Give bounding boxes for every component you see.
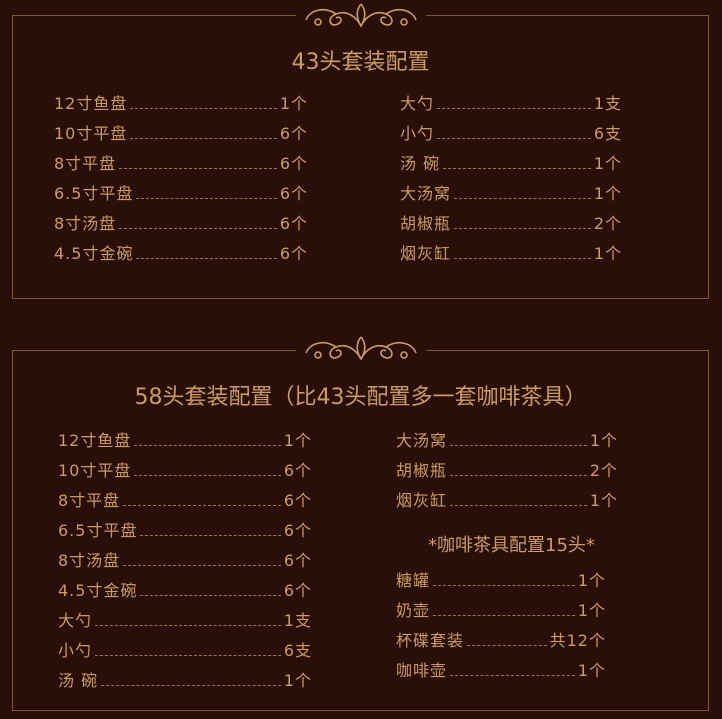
item-value: 6个 bbox=[279, 124, 308, 143]
list-item: 烟灰缸 1个 bbox=[400, 239, 622, 269]
item-value: 6支 bbox=[593, 124, 622, 143]
item-label: 8寸汤盘 bbox=[54, 214, 117, 233]
item-label: 汤 碗 bbox=[400, 154, 441, 173]
item-label: 10寸平盘 bbox=[58, 461, 132, 480]
list-item: 汤 碗 1个 bbox=[58, 666, 312, 696]
item-label: 10寸平盘 bbox=[54, 124, 128, 143]
item-label: 大汤窝 bbox=[396, 431, 448, 450]
item-value: 2个 bbox=[593, 214, 622, 233]
set-58-panel: 58头套装配置（比43头配置多一套咖啡茶具） 12寸鱼盘 1个 10寸平盘 6个 8… bbox=[12, 329, 709, 711]
list-item: 4.5寸金碗 6个 bbox=[54, 239, 308, 269]
item-value: 6个 bbox=[283, 521, 312, 540]
item-label: 4.5寸金碗 bbox=[58, 581, 138, 600]
scroll-flourish-icon bbox=[295, 329, 426, 365]
item-label: 烟灰缸 bbox=[400, 244, 452, 263]
item-value: 1个 bbox=[593, 154, 622, 173]
item-value: 1个 bbox=[589, 491, 618, 510]
list-item: 糖罐 1个 bbox=[396, 566, 606, 596]
coffee-set-title: *咖啡茶具配置15头* bbox=[428, 535, 595, 556]
list-item: 奶壶 1个 bbox=[396, 596, 606, 626]
scroll-flourish-icon bbox=[295, 0, 426, 32]
item-value: 1支 bbox=[283, 611, 312, 630]
list-item: 8寸汤盘 6个 bbox=[54, 209, 308, 239]
list-item: 10寸平盘 6个 bbox=[54, 119, 308, 149]
item-label: 烟灰缸 bbox=[396, 491, 448, 510]
list-item: 胡椒瓶 2个 bbox=[400, 209, 622, 239]
list-item: 小勺 6支 bbox=[400, 119, 622, 149]
list-item: 12寸鱼盘 1个 bbox=[58, 426, 312, 456]
item-value: 6个 bbox=[279, 184, 308, 203]
item-value: 1个 bbox=[593, 184, 622, 203]
set-58-left-list: 12寸鱼盘 1个 10寸平盘 6个 8寸平盘 6个 6.5寸平盘 6个 8寸汤盘 6个 4… bbox=[58, 426, 312, 696]
list-item: 4.5寸金碗 6个 bbox=[58, 576, 312, 606]
item-label: 12寸鱼盘 bbox=[54, 94, 128, 113]
list-item: 大汤窝 1个 bbox=[396, 426, 618, 456]
item-label: 奶壶 bbox=[396, 601, 431, 620]
set-43-title: 43头套装配置 bbox=[291, 50, 430, 75]
list-item: 小勺 6支 bbox=[58, 636, 312, 666]
item-value: 1个 bbox=[279, 94, 308, 113]
list-item: 8寸平盘 6个 bbox=[58, 486, 312, 516]
list-item: 杯碟套装 共12个 bbox=[396, 626, 606, 656]
item-label: 小勺 bbox=[400, 124, 435, 143]
list-item: 大勺 1支 bbox=[58, 606, 312, 636]
item-label: 8寸平盘 bbox=[54, 154, 117, 173]
item-value: 6支 bbox=[283, 641, 312, 660]
list-item: 烟灰缸 1个 bbox=[396, 486, 618, 516]
list-item: 咖啡壶 1个 bbox=[396, 656, 606, 686]
list-item: 12寸鱼盘 1个 bbox=[54, 89, 308, 119]
list-item: 8寸平盘 6个 bbox=[54, 149, 308, 179]
item-value: 共12个 bbox=[549, 631, 606, 650]
item-value: 2个 bbox=[589, 461, 618, 480]
item-value: 1支 bbox=[593, 94, 622, 113]
item-label: 小勺 bbox=[58, 641, 93, 660]
item-label: 汤 碗 bbox=[58, 671, 99, 690]
item-value: 1个 bbox=[593, 244, 622, 263]
item-value: 6个 bbox=[283, 581, 312, 600]
item-value: 1个 bbox=[589, 431, 618, 450]
item-value: 1个 bbox=[577, 661, 606, 680]
item-value: 1个 bbox=[283, 431, 312, 450]
item-label: 杯碟套装 bbox=[396, 631, 465, 650]
item-label: 12寸鱼盘 bbox=[58, 431, 132, 450]
list-item: 6.5寸平盘 6个 bbox=[54, 179, 308, 209]
item-value: 6个 bbox=[283, 461, 312, 480]
set-43-left-list: 12寸鱼盘 1个 10寸平盘 6个 8寸平盘 6个 6.5寸平盘 6个 8寸汤盘 6个 4… bbox=[54, 89, 308, 269]
set-43-right-list: 大勺 1支 小勺 6支 汤 碗 1个 大汤窝 1个 胡椒瓶 2个 烟灰缸 1个 bbox=[400, 89, 622, 269]
item-label: 6.5寸平盘 bbox=[58, 521, 138, 540]
set-58-right-list: 大汤窝 1个 胡椒瓶 2个 烟灰缸 1个 bbox=[396, 426, 618, 516]
set-58-title: 58头套装配置（比43头配置多一套咖啡茶具） bbox=[134, 385, 587, 410]
item-label: 咖啡壶 bbox=[396, 661, 448, 680]
list-item: 6.5寸平盘 6个 bbox=[58, 516, 312, 546]
item-label: 糖罐 bbox=[396, 571, 431, 590]
item-value: 6个 bbox=[279, 244, 308, 263]
item-label: 8寸平盘 bbox=[58, 491, 121, 510]
list-item: 大勺 1支 bbox=[400, 89, 622, 119]
item-value: 1个 bbox=[577, 571, 606, 590]
list-item: 10寸平盘 6个 bbox=[58, 456, 312, 486]
list-item: 大汤窝 1个 bbox=[400, 179, 622, 209]
item-label: 胡椒瓶 bbox=[396, 461, 448, 480]
item-value: 6个 bbox=[279, 154, 308, 173]
coffee-set-list: 糖罐 1个 奶壶 1个 杯碟套装 共12个 咖啡壶 1个 bbox=[396, 566, 606, 686]
list-item: 汤 碗 1个 bbox=[400, 149, 622, 179]
item-value: 6个 bbox=[279, 214, 308, 233]
item-label: 4.5寸金碗 bbox=[54, 244, 134, 263]
item-value: 6个 bbox=[283, 551, 312, 570]
item-label: 8寸汤盘 bbox=[58, 551, 121, 570]
item-label: 大勺 bbox=[58, 611, 93, 630]
item-label: 胡椒瓶 bbox=[400, 214, 452, 233]
set-43-panel: 43头套装配置 12寸鱼盘 1个 10寸平盘 6个 8寸平盘 6个 6.5寸平盘 6个 … bbox=[12, 0, 709, 299]
item-label: 6.5寸平盘 bbox=[54, 184, 134, 203]
item-value: 1个 bbox=[283, 671, 312, 690]
item-value: 6个 bbox=[283, 491, 312, 510]
item-value: 1个 bbox=[577, 601, 606, 620]
item-label: 大勺 bbox=[400, 94, 435, 113]
list-item: 8寸汤盘 6个 bbox=[58, 546, 312, 576]
list-item: 胡椒瓶 2个 bbox=[396, 456, 618, 486]
item-label: 大汤窝 bbox=[400, 184, 452, 203]
